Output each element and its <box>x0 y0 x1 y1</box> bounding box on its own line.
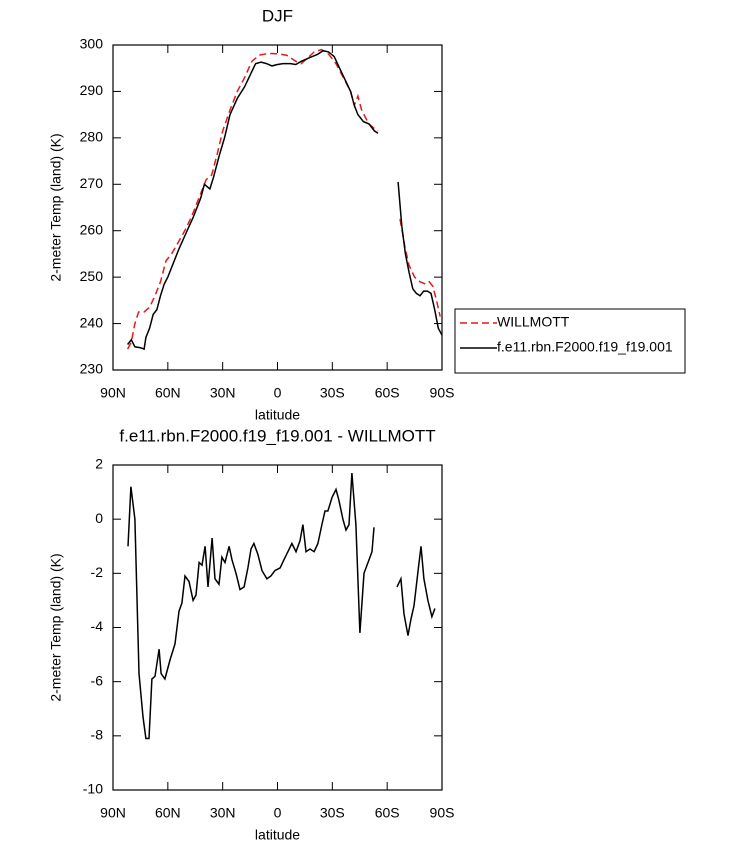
y-tick-label: 260 <box>80 221 104 237</box>
y-tick-label: 290 <box>80 82 104 98</box>
y-tick-label: 2 <box>95 456 103 472</box>
chart-title: DJF <box>262 6 293 25</box>
x-tick-label: 30N <box>210 805 236 821</box>
y-axis-label: 2-meter Temp (land) (K) <box>48 133 64 281</box>
x-tick-label: 30S <box>320 805 345 821</box>
y-tick-label: 300 <box>80 36 104 52</box>
chart-title: f.e11.rbn.F2000.f19_f19.001 - WILLMOTT <box>119 426 435 445</box>
plot-frame <box>112 464 443 791</box>
y-axis-label: 2-meter Temp (land) (K) <box>48 553 64 701</box>
data-line <box>127 473 436 740</box>
y-tick-label: -10 <box>83 781 103 797</box>
x-tick-label: 60N <box>155 805 181 821</box>
y-tick-label: 270 <box>80 175 104 191</box>
x-axis-label: latitude <box>255 827 300 843</box>
data-line <box>127 49 443 351</box>
x-tick-label: 60S <box>375 805 400 821</box>
y-tick-label: 250 <box>80 268 104 284</box>
y-tick-label: 0 <box>95 510 103 526</box>
x-tick-label: 90S <box>430 805 455 821</box>
x-tick-label: 60S <box>375 385 400 401</box>
x-tick-label: 90N <box>100 805 126 821</box>
legend-label: WILLMOTT <box>497 314 570 330</box>
x-tick-label: 0 <box>274 385 282 401</box>
x-tick-label: 90N <box>100 385 126 401</box>
y-tick-label: -2 <box>91 564 104 580</box>
y-tick-label: 240 <box>80 314 104 330</box>
y-tick-label: 230 <box>80 361 104 377</box>
x-tick-label: 90S <box>430 385 455 401</box>
x-axis-label: latitude <box>255 407 300 423</box>
y-tick-label: 280 <box>80 129 104 145</box>
x-tick-label: 0 <box>274 805 282 821</box>
y-tick-label: -6 <box>91 672 104 688</box>
y-tick-label: -4 <box>91 618 104 634</box>
x-tick-label: 30S <box>320 385 345 401</box>
data-line <box>126 48 441 350</box>
plot-frame <box>112 44 443 371</box>
x-tick-label: 30N <box>210 385 236 401</box>
legend-box <box>454 308 686 374</box>
y-tick-label: -8 <box>91 727 104 743</box>
legend-label: f.e11.rbn.F2000.f19_f19.001 <box>497 339 673 355</box>
x-tick-label: 60N <box>155 385 181 401</box>
